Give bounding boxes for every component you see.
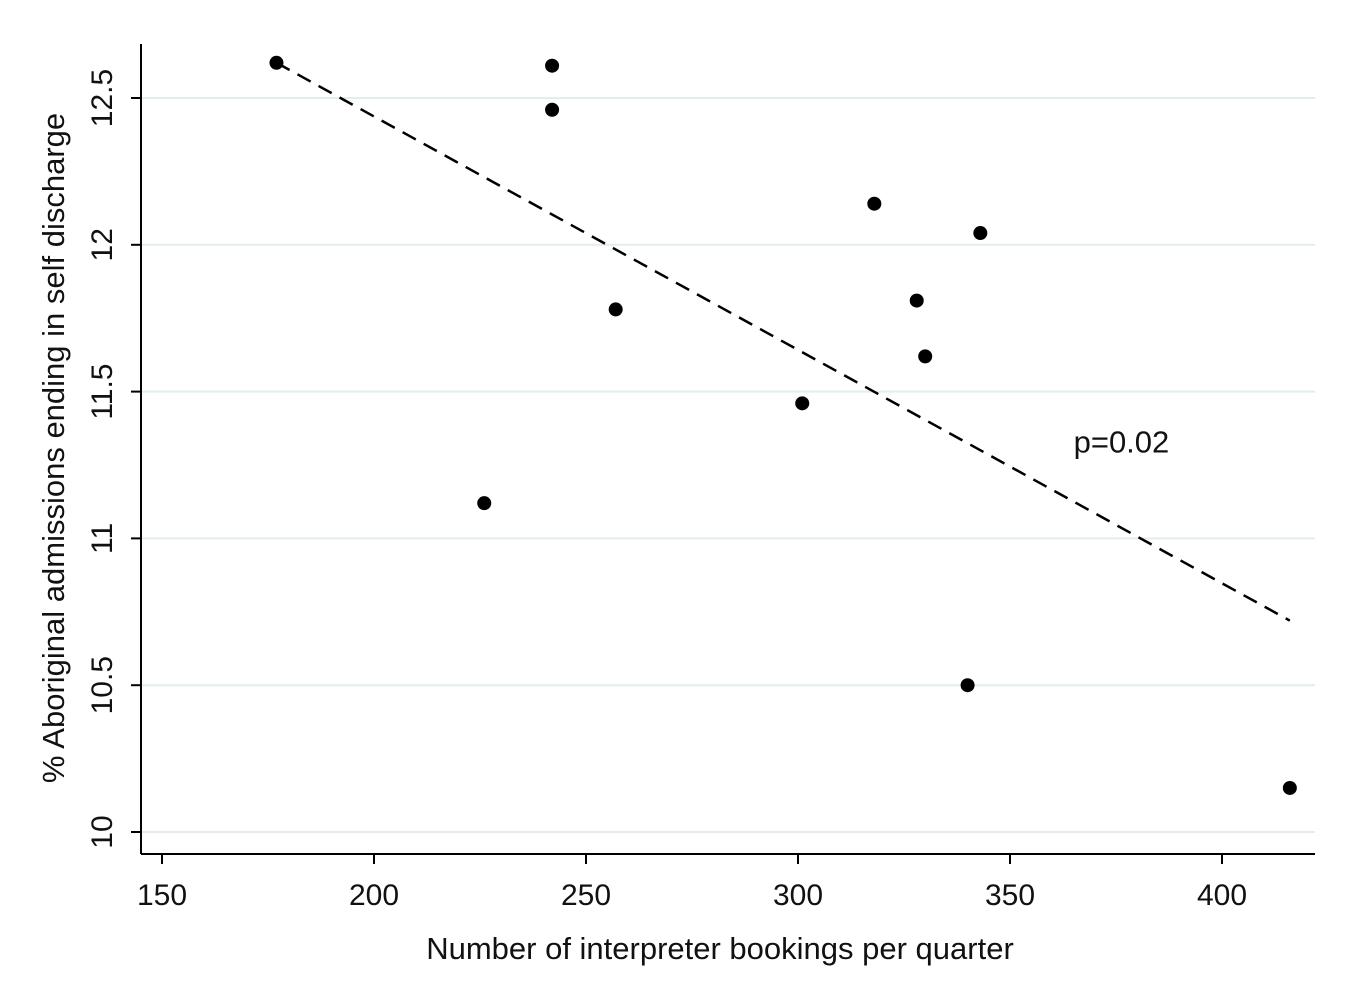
data-point — [918, 349, 933, 364]
y-tick-label: 10.5 — [86, 656, 119, 714]
y-ticks: 10 10.5 11 11.5 12 12.5 — [86, 69, 141, 849]
fit-line — [275, 61, 1291, 622]
y-tick-label: 11.5 — [86, 364, 119, 420]
x-ticks: 150 200 250 300 350 400 — [137, 854, 1247, 912]
data-point — [545, 102, 560, 117]
axes — [140, 44, 1315, 855]
data-point — [1282, 780, 1297, 795]
x-axis-title: Number of interpreter bookings per quart… — [426, 931, 1014, 966]
x-tick-label: 300 — [773, 879, 823, 912]
y-tick-label: 10 — [86, 815, 119, 848]
x-tick-label: 400 — [1197, 879, 1247, 912]
x-tick-label: 350 — [985, 879, 1035, 912]
x-tick-label: 250 — [561, 879, 611, 912]
fit-line-group — [275, 61, 1291, 622]
p-value-annotation: p=0.02 — [1074, 425, 1170, 460]
data-point — [608, 302, 623, 317]
data-point — [545, 58, 560, 73]
data-point — [909, 293, 924, 308]
x-tick-label: 200 — [349, 879, 399, 912]
data-point — [477, 496, 492, 511]
data-points — [269, 55, 1297, 795]
y-tick-label: 11 — [86, 523, 119, 554]
y-tick-label: 12.5 — [86, 69, 119, 127]
data-point — [795, 396, 810, 411]
grid-lines — [142, 97, 1315, 833]
data-point — [973, 226, 988, 241]
data-point — [269, 55, 284, 70]
data-point — [960, 678, 975, 693]
x-tick-label: 150 — [137, 879, 187, 912]
y-tick-label: 12 — [86, 228, 119, 261]
data-point — [867, 196, 882, 211]
y-axis-title: % Aboriginal admissions ending in self d… — [36, 113, 71, 783]
